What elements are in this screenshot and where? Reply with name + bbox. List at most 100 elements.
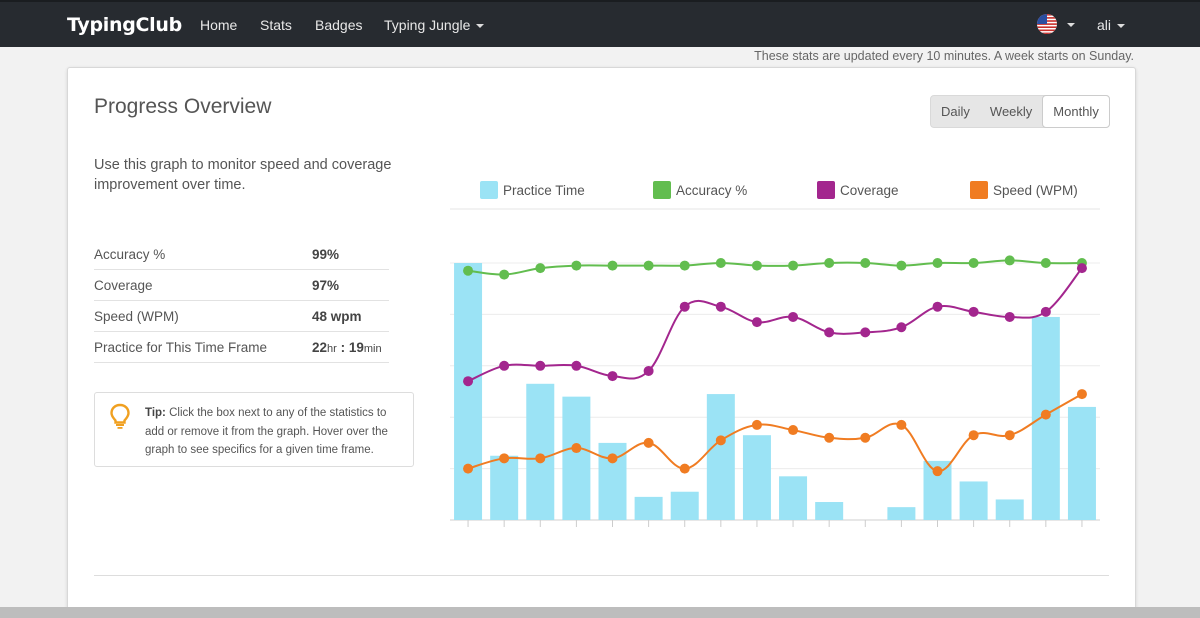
practice-time-bar [959,481,988,520]
coverage-point [679,301,690,312]
legend-accuracy[interactable]: Accuracy % [653,181,747,199]
speed-point [715,435,726,446]
us-flag-icon[interactable] [1037,14,1057,34]
accuracy-point [643,260,654,271]
stat-value: 99% [312,246,340,262]
tip-body: Click the box next to any of the statist… [145,407,388,456]
coverage-point [751,317,762,328]
legend-swatch [653,181,671,199]
stats-update-note: These stats are updated every 10 minutes… [754,49,1134,63]
coverage-point [607,371,618,382]
accuracy-point [679,260,690,271]
speed-point [968,430,979,441]
legend-swatch [480,181,498,199]
stat-value: 48 wpm [312,308,362,324]
tip-label: Tip: [145,407,166,419]
stats-table: Accuracy % 99% Coverage 97% Speed (WPM) … [94,239,389,363]
speed-point [463,463,474,474]
speed-point [535,453,546,464]
coverage-point [788,311,799,322]
practice-time-bar [887,507,916,520]
speed-point [499,453,510,464]
hours-unit: hr [327,342,337,355]
practice-time-bar [634,496,663,520]
period-weekly-button[interactable]: Weekly [989,104,1033,119]
stat-row-coverage[interactable]: Coverage 97% [94,270,389,301]
accuracy-point [499,269,510,280]
speed-point [679,463,690,474]
stat-label: Accuracy % [94,246,166,262]
accuracy-point [968,258,979,268]
accuracy-point [535,263,546,274]
practice-time-bar [490,455,519,520]
speed-point [824,432,835,443]
legend-speed[interactable]: Speed (WPM) [970,181,1078,199]
time-separator: : [340,339,346,355]
minutes-unit: min [363,342,382,355]
practice-time-bar [562,396,591,520]
coverage-point [643,365,654,376]
practice-time-bar [995,499,1024,520]
legend-label: Coverage [840,182,899,198]
speed-point [607,453,618,464]
brand-logo[interactable]: TypingClub [67,14,182,36]
stat-row-speed[interactable]: Speed (WPM) 48 wpm [94,301,389,332]
legend-label: Accuracy % [676,182,748,198]
legend-swatch [970,181,988,199]
coverage-point [715,301,726,312]
chevron-down-icon [476,24,485,29]
tip-text: Tip: Click the box next to any of the st… [145,404,403,460]
stat-value: 22hr : 19min [312,340,382,355]
speed-point [896,419,907,430]
practice-time-bar [670,491,699,520]
legend-label: Practice Time [503,182,585,198]
speed-point [1004,430,1015,441]
coverage-point [860,327,871,338]
nav-badges[interactable]: Badges [315,17,363,33]
coverage-point [968,306,979,317]
stat-label: Speed (WPM) [94,308,179,324]
accuracy-point [788,260,799,271]
minutes-value: 19 [348,339,364,355]
period-monthly-button[interactable]: Monthly [1042,95,1110,128]
stat-row-accuracy[interactable]: Accuracy % 99% [94,239,389,270]
practice-time-bar [526,383,555,520]
stat-value: 97% [312,277,340,293]
user-name: ali [1097,17,1112,33]
coverage-point [499,360,510,371]
nav-home[interactable]: Home [200,17,238,33]
legend-coverage[interactable]: Coverage [817,181,899,199]
accuracy-point [824,258,835,268]
speed-point [643,437,654,448]
graph-description: Use this graph to monitor speed and cove… [94,157,392,193]
stat-label: Practice for This Time Frame [94,339,268,355]
nav-stats[interactable]: Stats [260,17,292,33]
stat-row-practice-time[interactable]: Practice for This Time Frame 22hr : 19mi… [94,332,389,363]
legend-swatch [817,181,835,199]
accuracy-point [896,260,907,271]
user-menu[interactable]: ali [1097,17,1126,33]
coverage-point [1040,306,1051,317]
practice-time-bar [742,435,771,520]
top-navbar: TypingClub Home Stats Badges Typing Jung… [0,0,1200,47]
stat-label: Coverage [94,277,153,293]
period-daily-button[interactable]: Daily [941,104,970,119]
progress-chart[interactable] [68,68,1137,568]
accuracy-point [571,260,582,271]
speed-point [751,419,762,430]
chevron-down-icon [1117,24,1126,29]
language-chevron-down-icon[interactable] [1067,23,1075,27]
coverage-point [1076,263,1087,274]
accuracy-point [751,260,762,271]
practice-time-bar [815,502,844,520]
accuracy-point [1004,255,1015,266]
nav-typing-jungle-label: Typing Jungle [384,17,471,33]
nav-typing-jungle[interactable]: Typing Jungle [384,17,485,33]
legend-practice-time[interactable]: Practice Time [480,181,585,199]
coverage-point [824,327,835,338]
accuracy-point [607,260,618,271]
accuracy-point [932,258,943,268]
accuracy-point [463,265,474,276]
scrollbar-track [0,607,1200,618]
accuracy-point [860,258,871,268]
